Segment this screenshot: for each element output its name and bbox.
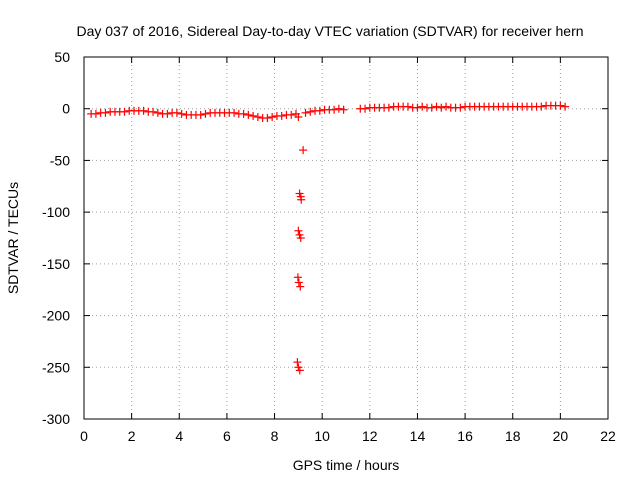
y-tick-label: 0 — [62, 101, 70, 117]
data-point — [334, 104, 343, 113]
x-tick-label: 20 — [553, 428, 569, 444]
data-point — [120, 107, 129, 116]
y-tick-label: -100 — [42, 204, 70, 220]
y-tick-label: -150 — [42, 256, 70, 272]
data-point — [296, 234, 305, 242]
chart-title: Day 037 of 2016, Sidereal Day-to-day VTE… — [76, 23, 583, 39]
y-tick-label: -200 — [42, 308, 70, 324]
y-tick-label: -50 — [50, 152, 70, 168]
data-point — [442, 102, 451, 111]
data-point — [301, 108, 310, 117]
data-point — [139, 106, 148, 115]
data-point — [177, 109, 186, 118]
y-axis-label: SDTVAR / TECUs — [5, 182, 21, 294]
data-point — [556, 101, 565, 110]
x-tick-labels: 0 2 4 6 8 10 12 14 16 18 20 22 — [80, 428, 616, 444]
data-point — [91, 109, 100, 118]
data-point — [294, 278, 303, 287]
data-point — [361, 104, 370, 113]
data-point — [263, 114, 272, 123]
data-point — [163, 109, 172, 118]
x-tick-label: 6 — [223, 428, 231, 444]
data-point — [315, 106, 324, 115]
x-tick-label: 22 — [600, 428, 616, 444]
x-tick-label: 18 — [505, 428, 521, 444]
x-tick-label: 0 — [80, 428, 88, 444]
data-point — [297, 195, 306, 204]
y-tick-label: 50 — [54, 49, 70, 65]
data-point — [295, 366, 304, 375]
data-point — [253, 112, 262, 121]
data-point — [427, 103, 436, 112]
y-tick-labels: 50 0 -50 -100 -150 -200 -250 -300 — [42, 49, 70, 427]
y-tick-label: -300 — [42, 411, 70, 427]
x-tick-label: 16 — [457, 428, 473, 444]
data-point — [294, 226, 303, 235]
data-point — [299, 146, 308, 155]
data-point — [330, 105, 339, 114]
data-point — [384, 103, 393, 112]
data-point — [239, 109, 248, 118]
data-point — [293, 273, 302, 282]
data-point — [296, 282, 305, 291]
data-point — [339, 105, 348, 114]
data-point — [249, 111, 258, 120]
data-point — [230, 108, 239, 117]
x-tick-label: 2 — [128, 428, 136, 444]
data-point — [437, 103, 446, 112]
data-point — [153, 108, 162, 117]
x-tick-label: 14 — [410, 428, 426, 444]
data-point — [294, 112, 303, 121]
data-point — [287, 110, 296, 119]
data-point — [432, 102, 441, 111]
plot-frame — [83, 56, 609, 420]
data-point — [268, 112, 277, 121]
data-point — [293, 358, 302, 367]
data-point — [172, 108, 181, 117]
data-point — [456, 103, 465, 112]
x-tick-label: 4 — [175, 428, 183, 444]
data-point — [201, 109, 210, 118]
data-point — [277, 111, 286, 120]
x-tick-label: 8 — [271, 428, 279, 444]
data-point — [418, 102, 427, 111]
data-point — [413, 103, 422, 112]
x-tick-label: 10 — [314, 428, 330, 444]
data-point — [403, 102, 412, 111]
data-point — [306, 107, 315, 116]
data-points — [87, 101, 570, 375]
data-point — [149, 107, 158, 116]
data-point — [244, 110, 253, 119]
data-point — [196, 110, 205, 119]
x-axis-label: GPS time / hours — [293, 457, 400, 473]
x-tick-label: 12 — [362, 428, 378, 444]
data-point — [101, 108, 110, 117]
data-point — [537, 102, 546, 111]
data-point — [561, 102, 570, 111]
y-tick-label: -250 — [42, 359, 70, 375]
